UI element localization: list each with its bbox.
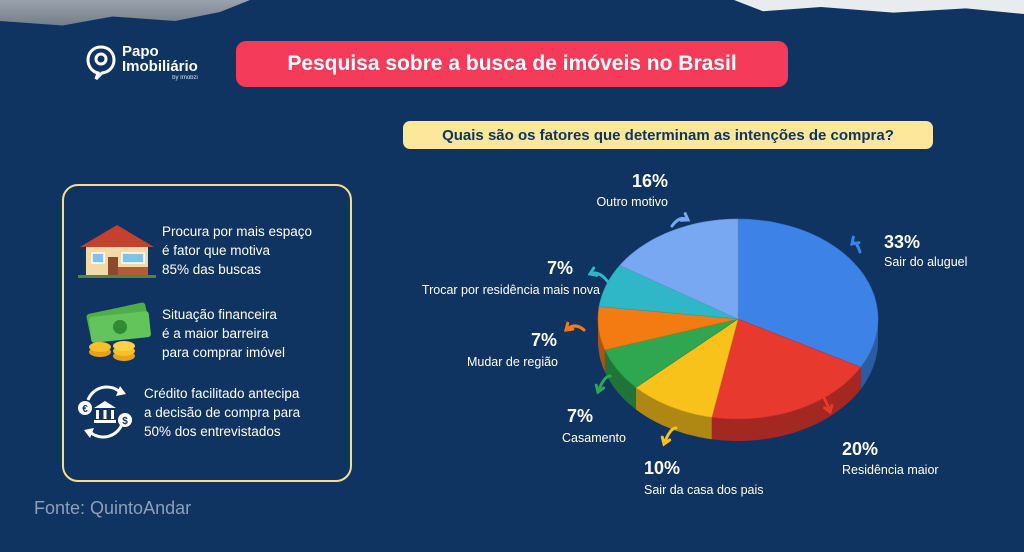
fact-line: Procura por mais espaço [162, 223, 313, 239]
callout-arrow-head [587, 266, 599, 277]
fact-line: Situação financeira [162, 306, 277, 322]
chart-question: Quais são os fatores que determinam as i… [403, 121, 933, 149]
slice-category-label: Mudar de região [467, 355, 558, 369]
brand-name-line1: Papo [122, 43, 159, 60]
slice-category-label: Trocar por residência mais nova [422, 283, 600, 297]
fact-line: é a maior barreira [162, 325, 269, 341]
pie-slice-6 [619, 218, 739, 320]
bank-exchange-icon: € $ [78, 385, 132, 439]
page-title: Pesquisa sobre a busca de imóveis no Bra… [236, 41, 788, 87]
callout-arrow-head [564, 321, 575, 332]
callout-arrow [816, 390, 832, 414]
slice-category-label: Outro motivo [596, 195, 668, 209]
facts-box [62, 184, 352, 482]
house-icon [78, 225, 156, 278]
source-note: Fonte: QuintoAndar [34, 498, 192, 518]
slice-category-label: Residência maior [842, 463, 939, 477]
slice-category-label: Sair do aluguel [884, 255, 967, 269]
pie-slice-0 [737, 218, 879, 368]
pie-slices [597, 218, 879, 420]
pie-slice-1 [711, 318, 862, 420]
fact-finance: Situação financeira é a maior barreira p… [78, 302, 285, 364]
slice-percent-label: 7% [567, 406, 593, 426]
pie-slice-3 [604, 318, 739, 388]
money-coins-icon [86, 302, 151, 361]
slice-percent-label: 20% [842, 439, 878, 459]
slice-percent-label: 7% [531, 330, 557, 350]
pie-slice-4 [597, 306, 739, 351]
fact-line: é fator que motiva [162, 242, 271, 258]
fact-line: Crédito facilitado antecipa [144, 385, 300, 401]
slice-category-label: Sair da casa dos pais [644, 483, 764, 497]
callout-arrow-head [850, 235, 861, 246]
callout-arrow-head [822, 403, 834, 415]
brand-by: by Imobzi [172, 75, 198, 81]
slice-percent-label: 33% [884, 232, 920, 252]
pie-slice-side-2 [635, 387, 712, 440]
pie-callouts: 33% Sair do aluguel 20% Residência maior 10%… [422, 171, 968, 497]
pie-slice-side-1 [711, 367, 861, 441]
papo-logo-icon [86, 44, 116, 80]
fact-line: a decisão de compra para [144, 404, 301, 420]
svg-text:€: € [82, 404, 88, 415]
pie-slice-2 [635, 318, 739, 418]
fact-space: Procura por mais espaço é fator que moti… [78, 221, 312, 279]
callout-arrow-head [594, 383, 606, 395]
slice-category-label: Casamento [562, 431, 626, 445]
fact-line: para comprar imóvel [162, 344, 286, 360]
slice-percent-label: 16% [632, 171, 668, 191]
brand-logo: Papo Imobiliário by Imobzi [86, 44, 198, 81]
callout-arrow-head [660, 435, 672, 447]
pie-slice-5 [598, 265, 739, 320]
slice-percent-label: 7% [547, 258, 573, 278]
brand-name-line2: Imobiliário [122, 58, 198, 75]
fact-line: 85% das buscas [162, 261, 262, 277]
callout-arrow-head [679, 212, 691, 222]
pie-slice-side-4 [598, 319, 605, 372]
slice-percent-label: 10% [644, 458, 680, 478]
svg-text:$: $ [122, 416, 128, 427]
fact-credit: € $ Crédito facilitado antecipa a decisã… [76, 382, 300, 442]
pie-slice-side-3 [604, 349, 636, 410]
fact-line: 50% dos entrevistados [144, 423, 281, 439]
